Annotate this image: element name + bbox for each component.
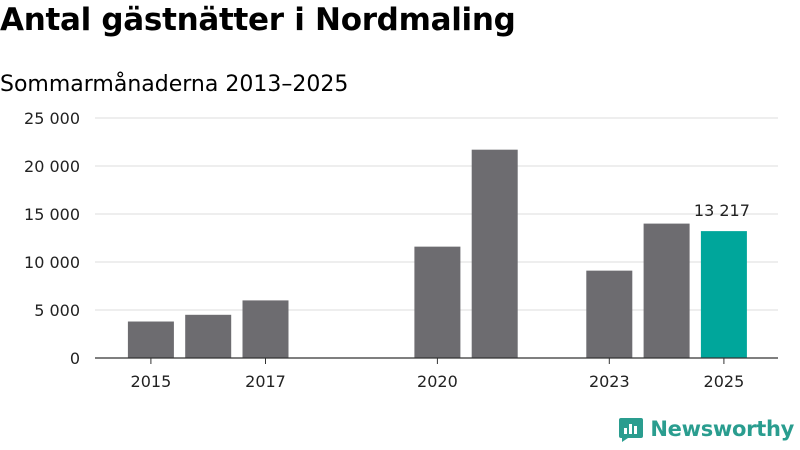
bar-2020: [414, 246, 461, 358]
y-axis-ticks: 0 5 000 10 000 15 000 20 000 25 000: [24, 109, 80, 368]
data-labels: 13 217: [694, 201, 750, 220]
x-tick-label: 2020: [417, 372, 458, 391]
bar-2015: [127, 321, 174, 358]
x-tick-label: 2017: [245, 372, 286, 391]
bar-2017: [242, 300, 289, 358]
bar-2025: [700, 231, 747, 358]
bar-2023: [586, 270, 633, 358]
chart-title: Antal gästnätter i Nordmaling: [0, 2, 516, 38]
brand-name: Newsworthy: [650, 417, 794, 441]
bar-2021: [471, 149, 518, 358]
newsworthy-logo: Newsworthy: [618, 416, 794, 442]
newsworthy-icon: [619, 418, 644, 442]
x-tick-label: 2025: [704, 372, 745, 391]
bar-2024: [643, 223, 690, 358]
y-tick-label: 0: [70, 349, 80, 368]
y-tick-label: 25 000: [24, 109, 80, 128]
x-axis-ticks: 2015 2017 2020 2023 2025: [95, 357, 778, 391]
x-tick-label: 2023: [589, 372, 630, 391]
y-tick-label: 15 000: [24, 205, 80, 224]
data-label-2025: 13 217: [694, 201, 750, 220]
y-tick-label: 20 000: [24, 157, 80, 176]
x-tick-label: 2015: [131, 372, 172, 391]
y-tick-label: 5 000: [34, 301, 80, 320]
bar-2016: [185, 314, 232, 358]
y-tick-label: 10 000: [24, 253, 80, 272]
bars: [127, 149, 747, 358]
chart-subtitle: Sommarmånaderna 2013–2025: [0, 72, 349, 97]
